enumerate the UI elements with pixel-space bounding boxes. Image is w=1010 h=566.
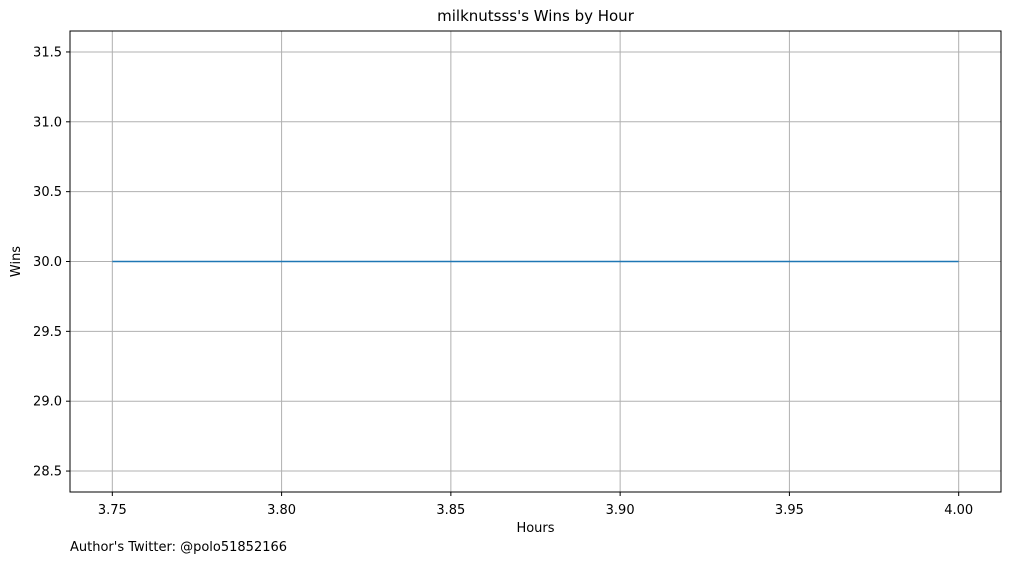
author-credit: Author's Twitter: @polo51852166: [70, 540, 287, 555]
y-tick-label: 28.5: [33, 465, 62, 480]
y-tick-label: 29.5: [33, 325, 62, 340]
y-axis-label: Wins: [9, 246, 24, 277]
y-tick-label: 31.0: [33, 115, 62, 130]
y-tick-label: 31.5: [33, 45, 62, 60]
chart-title: milknutsss's Wins by Hour: [437, 7, 635, 25]
x-tick-label: 3.75: [98, 503, 127, 518]
y-tick-label: 30.5: [33, 185, 62, 200]
y-tick-label: 30.0: [33, 255, 62, 270]
x-tick-label: 3.90: [606, 503, 635, 518]
x-tick-label: 3.85: [436, 503, 465, 518]
x-axis-label: Hours: [516, 521, 554, 536]
ticks: 3.75 3.80 3.85 3.90 3.95 4.00 28.5 29.0 29.5 30.0…: [33, 45, 973, 518]
x-tick-label: 3.95: [775, 503, 804, 518]
x-tick-label: 3.80: [267, 503, 296, 518]
y-tick-label: 29.0: [33, 395, 62, 410]
x-tick-label: 4.00: [944, 503, 973, 518]
